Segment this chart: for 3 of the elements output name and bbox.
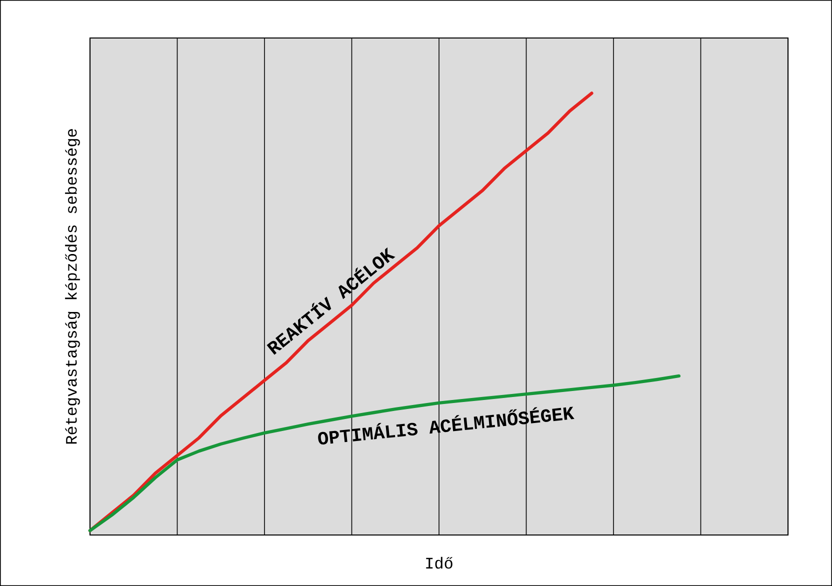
text: OPTIMÁLIS ACÉLMINŐSÉGEK [318,406,574,445]
x-axis-title: Idő [426,556,452,569]
y-axis-title: Rétegvastagság képződés sebessége [65,129,80,444]
